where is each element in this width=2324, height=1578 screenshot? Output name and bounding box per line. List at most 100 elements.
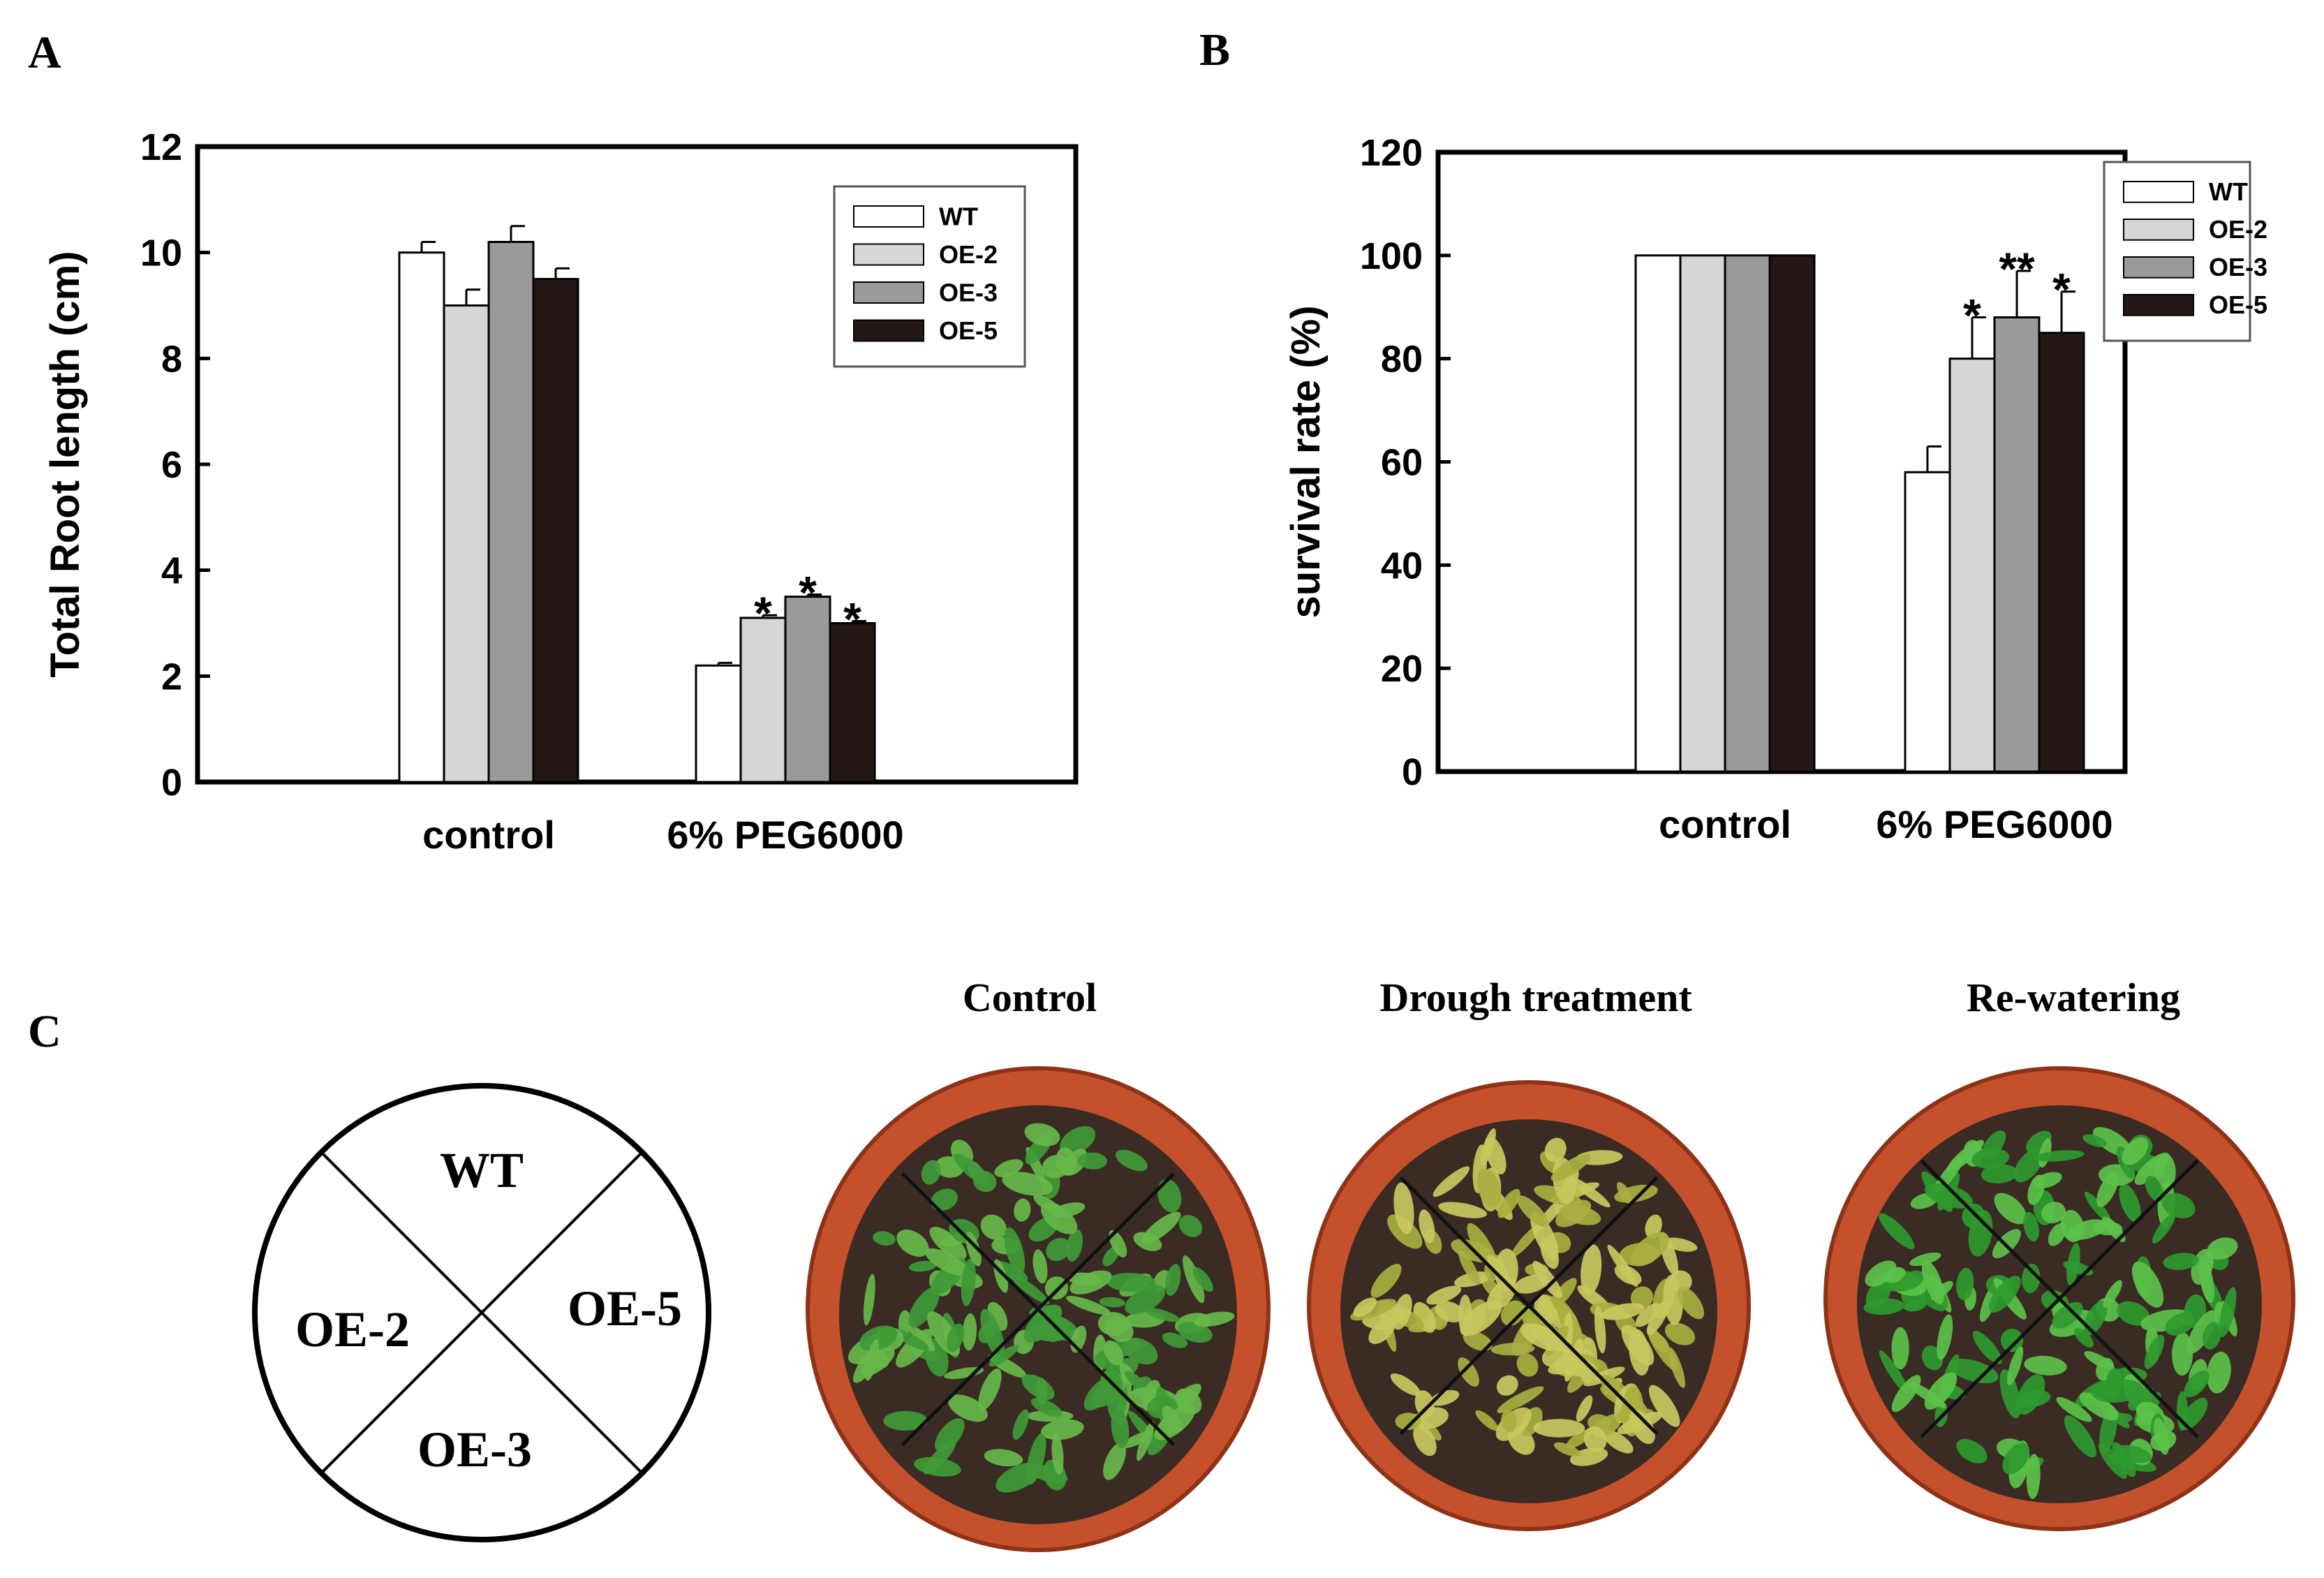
bar-oe-5-treatment xyxy=(829,622,876,783)
leaf xyxy=(1972,1330,2002,1364)
legend-swatch-oe-3 xyxy=(2123,256,2194,279)
bar-oe-2-treatment xyxy=(1948,357,1996,773)
leaf xyxy=(2128,1387,2155,1411)
leaf xyxy=(1192,1267,1213,1292)
leaf xyxy=(1127,1410,1160,1449)
leaf xyxy=(944,1366,984,1380)
y-axis-label: Total Root length (cm) xyxy=(43,251,88,677)
bar-oe-5-control xyxy=(532,278,579,783)
legend-swatch-oe-5 xyxy=(2123,294,2194,316)
leaf xyxy=(1532,1260,1562,1299)
leaf xyxy=(925,1248,970,1276)
leaf xyxy=(1193,1311,1235,1327)
leaf xyxy=(1014,1198,1031,1222)
leaf xyxy=(1030,1398,1063,1417)
leaf xyxy=(2064,1415,2096,1458)
y-tick-label: 100 xyxy=(1360,235,1423,277)
leaf xyxy=(921,1160,941,1185)
leaf xyxy=(1484,1136,1507,1174)
leaf xyxy=(2144,1334,2165,1369)
leaf xyxy=(989,1345,1019,1366)
category-label: 6% PEG6000 xyxy=(667,813,903,857)
significance-mark: * xyxy=(2052,264,2071,316)
leaf xyxy=(1496,1375,1518,1396)
leaf xyxy=(1393,1182,1414,1234)
legend-swatch-oe-3 xyxy=(853,281,924,304)
panel-letter-c: C xyxy=(28,1006,61,1057)
leaf xyxy=(2082,1134,2107,1147)
leaf xyxy=(2198,1258,2214,1304)
leaf xyxy=(1463,1331,1493,1351)
y-tick-label: 60 xyxy=(1381,442,1423,484)
diagram-label-bottom: OE-3 xyxy=(417,1422,532,1477)
leaf xyxy=(1668,1347,1685,1388)
leaf xyxy=(873,1231,896,1246)
leaf xyxy=(1144,1307,1180,1322)
leaf xyxy=(1497,1386,1544,1413)
leaf xyxy=(2033,1172,2062,1189)
bar-wt-treatment xyxy=(1904,471,1951,773)
leaf xyxy=(1891,1327,1909,1370)
leaf xyxy=(863,1274,875,1326)
bar-wt-treatment xyxy=(695,664,742,783)
leaf xyxy=(1070,1270,1112,1295)
leaf xyxy=(2091,1379,2144,1403)
leaf xyxy=(2048,1223,2066,1246)
leaf xyxy=(1516,1353,1539,1377)
leaf xyxy=(1629,1329,1650,1376)
leaf xyxy=(1544,1137,1567,1163)
leaf xyxy=(2023,1211,2039,1242)
bar-wt-control xyxy=(1634,254,1682,773)
legend-label: OE-3 xyxy=(939,278,998,307)
leaf xyxy=(1033,1194,1061,1214)
leaf xyxy=(2026,1454,2041,1499)
leaf xyxy=(2203,1322,2221,1350)
photo-title: Re-watering xyxy=(1967,975,2180,1020)
leaf xyxy=(962,1313,977,1351)
pot-photo-3: Re-watering xyxy=(1823,975,2295,1531)
leaf xyxy=(1004,1227,1026,1275)
leaf xyxy=(2134,1152,2170,1185)
leaf xyxy=(1060,1126,1096,1155)
leaf xyxy=(1548,1278,1577,1311)
leaf xyxy=(1988,1276,2021,1313)
leaf xyxy=(1104,1340,1124,1366)
leaf xyxy=(1460,1299,1502,1336)
leaf xyxy=(1677,1286,1704,1320)
leaf xyxy=(1645,1214,1662,1239)
leaf xyxy=(1414,1390,1435,1418)
leaf xyxy=(1879,1350,1909,1394)
layout-diagram: WT OE-2 OE-5 OE-3 xyxy=(252,1083,711,1542)
photo-title: Control xyxy=(963,975,1097,1020)
bar-oe-3-control xyxy=(487,241,535,783)
leaf xyxy=(1630,1232,1669,1267)
diagram-divider xyxy=(320,1151,644,1475)
leaf xyxy=(2073,1327,2094,1348)
leaf xyxy=(2079,1392,2119,1421)
leaf xyxy=(1368,1318,1396,1344)
leaf xyxy=(2180,1397,2208,1430)
leaf xyxy=(2034,1150,2085,1162)
legend-swatch-wt xyxy=(853,205,924,228)
leaf xyxy=(1863,1298,1904,1315)
leaf xyxy=(1865,1260,1897,1287)
legend-label: OE-3 xyxy=(2209,253,2267,281)
leaf xyxy=(1500,1300,1525,1326)
leaf xyxy=(2041,1202,2066,1223)
leaf xyxy=(1178,1215,1203,1237)
legend-label: OE-2 xyxy=(2209,215,2267,244)
diagram-label-left: OE-2 xyxy=(295,1302,410,1357)
bar-wt-control xyxy=(398,251,445,783)
panel-letter-b: B xyxy=(1199,24,1231,75)
leaf xyxy=(1909,1252,1941,1267)
leaf xyxy=(1077,1152,1108,1170)
leaf xyxy=(1390,1373,1421,1396)
leaf xyxy=(1533,1419,1585,1438)
leaf xyxy=(1111,1409,1130,1448)
leaf xyxy=(2098,1443,2127,1479)
leaf xyxy=(2152,1213,2176,1244)
leaf xyxy=(1956,1267,1974,1301)
y-tick-label: 80 xyxy=(1381,339,1423,381)
diagram-label-top: WT xyxy=(440,1142,524,1198)
legend-swatch-wt xyxy=(2123,181,2194,203)
